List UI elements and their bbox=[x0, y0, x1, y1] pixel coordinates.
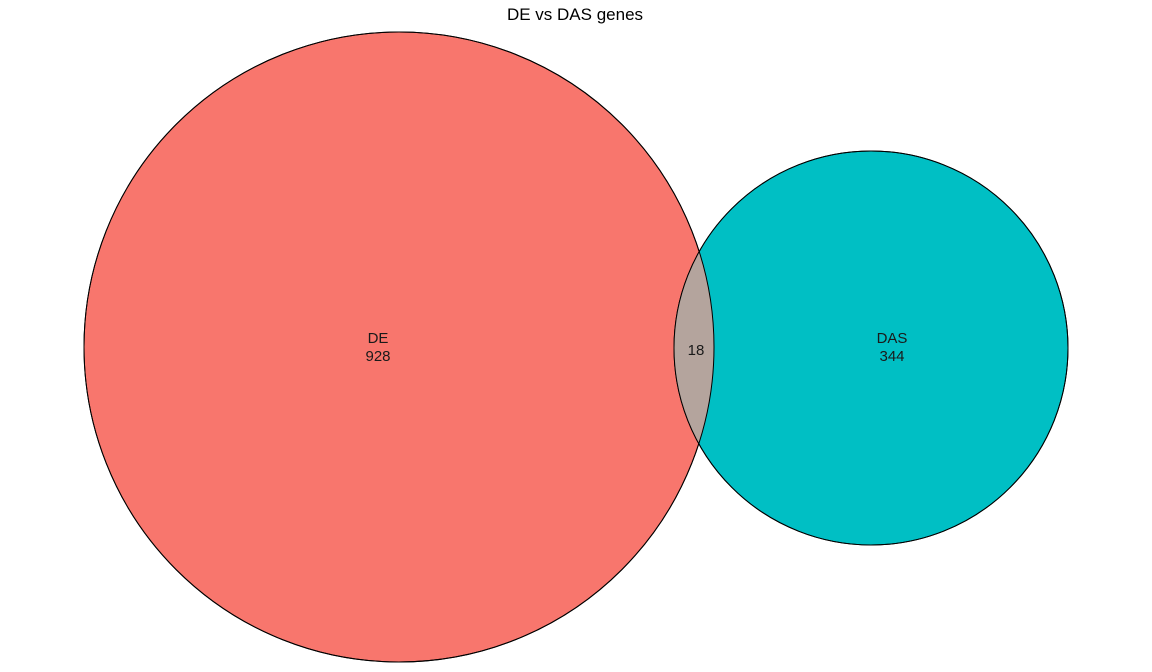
set-das-circle bbox=[673, 150, 1069, 546]
set-de-name: DE bbox=[368, 330, 389, 347]
set-das-outline bbox=[673, 150, 1069, 546]
chart-title: DE vs DAS genes bbox=[507, 5, 643, 24]
set-de-outline bbox=[83, 31, 715, 663]
intersection-count: 18 bbox=[688, 342, 705, 359]
set-das-count: 344 bbox=[879, 348, 904, 365]
set-de-count: 928 bbox=[365, 348, 390, 365]
set-das-name: DAS bbox=[877, 330, 908, 347]
set-de-circle bbox=[83, 31, 715, 663]
